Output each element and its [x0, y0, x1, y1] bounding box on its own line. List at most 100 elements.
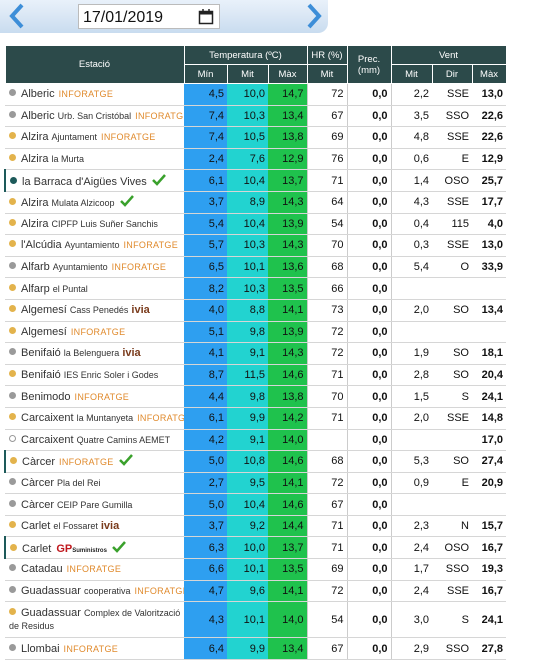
status-dot: [9, 198, 16, 206]
station-row[interactable]: l'Alcúdia Ayuntamiento INFORATGE 5,7 10,3 14,…: [5, 234, 507, 257]
value-cell: 0,9: [390, 472, 432, 495]
value-cell: [390, 493, 432, 516]
station-detail: la Muntanyeta: [76, 413, 134, 424]
status-dot: [9, 283, 16, 291]
station-cell[interactable]: Càrcer CEIP Pare Gumilla: [5, 493, 184, 516]
value-cell: 10,0: [227, 536, 268, 560]
value-cell: 3,0: [390, 601, 432, 639]
value-cell: 9,2: [227, 515, 268, 538]
station-row[interactable]: Carlet el Fossaret ivia 3,7 9,2 14,4 71 0,0 2,3 N…: [5, 515, 507, 538]
value-cell: 4,4: [184, 385, 227, 408]
station-cell[interactable]: Alberic INFORATGE: [5, 83, 184, 106]
value-cell: 14,2: [268, 407, 307, 430]
value-cell: 10,4: [227, 213, 268, 236]
station-row[interactable]: Carcaixent Quatre Camins AEMET 4,2 9,1 14,0 0…: [5, 429, 507, 452]
col-header[interactable]: Mit: [390, 64, 433, 84]
value-cell: 27,4: [472, 450, 507, 473]
station-row[interactable]: Alberic INFORATGE 4,5 10,0 14,7 72 0,0 2,2 SSE 13…: [5, 83, 507, 106]
value-cell: SSE: [432, 126, 472, 149]
col-header[interactable]: Mit: [226, 64, 269, 84]
verified-check: [118, 454, 133, 467]
station-cell[interactable]: la Barraca d'Aigües Vives: [4, 169, 184, 192]
station-row[interactable]: Càrcer Pla del Rei 2,7 9,5 14,1 72 0,0 0,9 E 20,9: [5, 472, 507, 495]
date-input[interactable]: 17/01/2019: [78, 4, 220, 29]
station-row[interactable]: Benifaió la Belenguera ivia 4,1 9,1 14,3 72 0,0…: [5, 342, 507, 365]
value-cell: 8,8: [227, 299, 268, 322]
station-row[interactable]: Alzira Mulata Alzicoop 3,7 8,9 14,3 64 0,0 4,3 S…: [5, 191, 507, 214]
station-name: Alfarb: [21, 261, 50, 274]
station-row[interactable]: Algemesí Cass Penedés ivia 4,0 8,8 14,1 73 0,0 2…: [5, 299, 507, 322]
col-header[interactable]: Dir: [431, 64, 473, 84]
station-cell[interactable]: Alfarp el Puntal: [5, 277, 184, 300]
station-cell[interactable]: Alzira la Murta: [5, 148, 184, 171]
station-row[interactable]: Càrcer CEIP Pare Gumilla 5,0 10,4 14,6 67 0,0: [5, 493, 507, 516]
station-row[interactable]: Carlet GPSuministros 6,3 10,0 13,7 71 0,0 2,4 OS…: [4, 536, 507, 560]
calendar-icon[interactable]: [198, 9, 214, 25]
col-header[interactable]: Màx: [471, 64, 507, 84]
station-cell[interactable]: Alfarb Ayuntamiento INFORATGE: [5, 256, 184, 279]
station-cell[interactable]: Carlet el Fossaret ivia: [5, 515, 184, 538]
station-row[interactable]: Alfarb Ayuntamiento INFORATGE 6,5 10,1 13,6 68…: [5, 256, 507, 279]
col-header[interactable]: Màx: [267, 64, 308, 84]
value-cell: 6,4: [184, 637, 227, 660]
station-cell[interactable]: Guadassuar Complex de Valorització de Res…: [5, 601, 184, 639]
station-row[interactable]: Càrcer INFORATGE 5,0 10,8 14,6 68 0,0 5,3 SO 27,4: [4, 450, 507, 473]
value-cell: 72: [306, 580, 347, 603]
station-row[interactable]: Guadassuar cooperativa INFORATGE 4,7 9,6 14,1…: [5, 580, 507, 603]
station-row[interactable]: Catadau INFORATGE 6,6 10,1 13,5 69 0,0 1,7 SSO 19…: [5, 558, 507, 581]
value-cell: 67: [306, 493, 347, 516]
station-row[interactable]: Alzira la Murta 2,4 7,6 12,9 76 0,0 0,6 E 12,9: [5, 148, 507, 171]
station-cell[interactable]: l'Alcúdia Ayuntamiento INFORATGE: [5, 234, 184, 257]
station-row[interactable]: Llombai INFORATGE 6,4 9,9 13,4 67 0,0 2,9 SSO 27,…: [5, 637, 507, 660]
next-day[interactable]: [305, 3, 323, 29]
station-cell[interactable]: Carlet GPSuministros: [4, 536, 184, 560]
station-cell[interactable]: Benifaió la Belenguera ivia: [5, 342, 184, 365]
value-cell: 14,6: [268, 493, 307, 516]
value-cell: 2,4: [390, 580, 432, 603]
station-row[interactable]: Alfarp el Puntal 8,2 10,3 13,5 66 0,0: [5, 277, 507, 300]
value-cell: SSE: [432, 580, 472, 603]
station-cell[interactable]: Alzira CIPFP Luis Suñer Sanchis: [5, 213, 184, 236]
station-cell[interactable]: Càrcer Pla del Rei: [5, 472, 184, 495]
station-cell[interactable]: Algemesí Cass Penedés ivia: [5, 299, 184, 322]
station-row[interactable]: la Barraca d'Aigües Vives 6,1 10,4 13,7 71 0,…: [4, 169, 507, 192]
station-row[interactable]: Alzira Ajuntament INFORATGE 7,4 10,5 13,8 69 0,…: [5, 126, 507, 149]
station-row[interactable]: Alzira CIPFP Luis Suñer Sanchis 5,4 10,4 13,…: [5, 213, 507, 236]
value-cell: 10,3: [227, 105, 268, 128]
col-header[interactable]: Prec. (mm): [346, 45, 392, 84]
col-header[interactable]: Mit: [306, 64, 348, 84]
station-cell[interactable]: Catadau INFORATGE: [5, 558, 184, 581]
station-cell[interactable]: Alzira Mulata Alzicoop: [5, 191, 184, 214]
station-cell[interactable]: Algemesí INFORATGE: [5, 321, 184, 344]
station-cell[interactable]: Llombai INFORATGE: [5, 637, 184, 660]
station-row[interactable]: Algemesí INFORATGE 5,1 9,8 13,9 72 0,0: [5, 321, 507, 344]
value-cell: SSO: [432, 637, 472, 660]
value-cell: 0,0: [346, 472, 391, 495]
col-header[interactable]: Estació: [4, 45, 185, 84]
station-cell[interactable]: Alzira Ajuntament INFORATGE: [5, 126, 184, 149]
station-cell[interactable]: Càrcer INFORATGE: [4, 450, 184, 473]
value-cell: 0,0: [346, 601, 391, 639]
value-cell: 115: [432, 213, 472, 236]
value-cell: 27,8: [472, 637, 507, 660]
value-cell: 67: [306, 105, 347, 128]
value-cell: 0,0: [346, 169, 391, 192]
station-cell[interactable]: Benimodo INFORATGE: [5, 385, 184, 408]
station-cell[interactable]: Benifaió IES Enric Soler i Godes: [5, 364, 184, 387]
value-cell: 13,8: [268, 126, 307, 149]
station-row[interactable]: Guadassuar Complex de Valorització de Res…: [5, 601, 507, 639]
prev-day[interactable]: [8, 3, 26, 29]
station-cell[interactable]: Carcaixent Quatre Camins AEMET: [5, 429, 184, 452]
value-cell: 20,9: [472, 472, 507, 495]
station-cell[interactable]: Guadassuar cooperativa INFORATGE: [5, 580, 184, 603]
value-cell: S: [432, 601, 472, 639]
station-row[interactable]: Benimodo INFORATGE 4,4 9,8 13,8 70 0,0 1,5 S 24,1: [5, 385, 507, 408]
network-tag: GP: [56, 542, 73, 555]
col-header[interactable]: Mín: [183, 64, 228, 84]
station-row[interactable]: Benifaió IES Enric Soler i Godes 8,7 11,5 14…: [5, 364, 507, 387]
value-cell: 71: [306, 364, 347, 387]
